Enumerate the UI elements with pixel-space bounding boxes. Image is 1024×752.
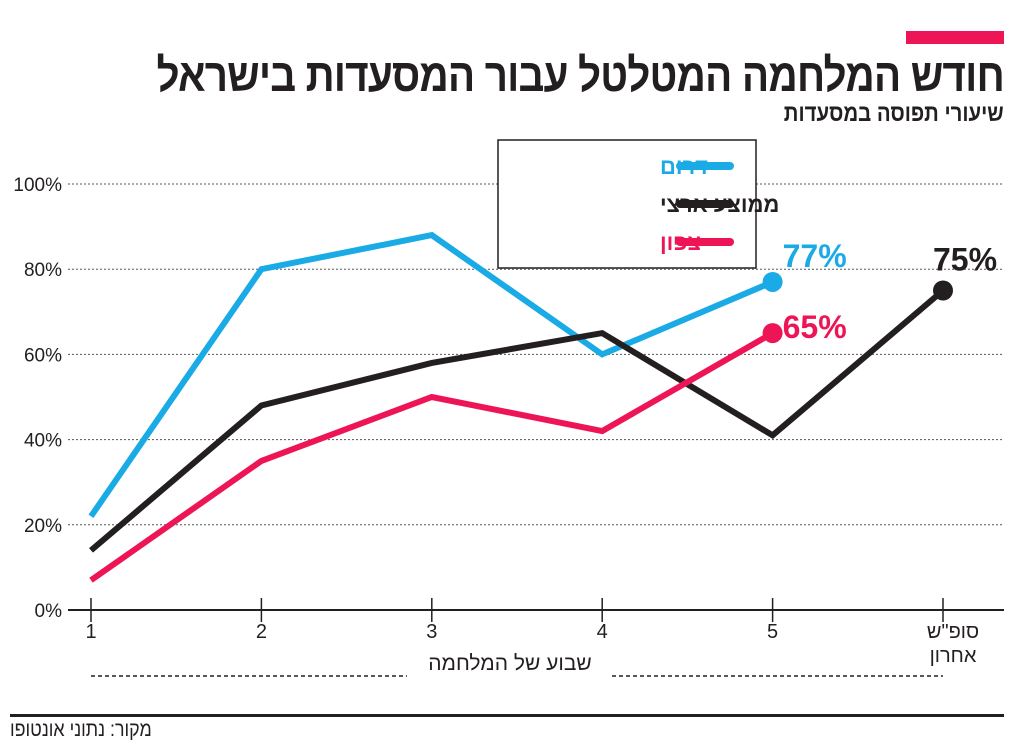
y-tick-label: 60% — [24, 345, 62, 366]
accent-bar — [906, 31, 1004, 44]
x-tick-label: 2 — [256, 621, 267, 643]
source-note: מקור: נתוני אונטופו — [10, 718, 152, 741]
x-tick-label: 4 — [597, 621, 608, 643]
series-end-point-1 — [933, 280, 953, 301]
x-tick-label: סופ"ש אחרון — [927, 621, 979, 667]
y-tick-label: 100% — [13, 175, 62, 196]
chart-title: חודש המלחמה המטלטל עבור המסעדות בישראל — [156, 49, 1005, 101]
x-tick-label-line: 1 — [85, 621, 96, 643]
y-tick-label: 0% — [35, 601, 63, 622]
x-tick-label-line: אחרון — [930, 645, 977, 667]
y-tick-label: 40% — [24, 431, 62, 452]
x-tick-label: 3 — [426, 621, 437, 643]
legend-label: צפון — [660, 230, 701, 255]
x-tick-label-line: סופ"ש — [927, 621, 979, 643]
series-end-point-2 — [762, 323, 783, 344]
x-axis-label: שבוע של המלחמה — [428, 652, 592, 675]
series-line-1 — [89, 288, 945, 553]
series-line-0 — [88, 231, 774, 518]
series-end-point-0 — [762, 271, 783, 292]
legend: דרום ממוצע ארצי צפון — [497, 139, 779, 269]
x-tick-label-line: 4 — [597, 621, 608, 643]
y-tick-label: 20% — [24, 516, 62, 537]
series-line-2 — [89, 330, 775, 583]
x-tick-label: 5 — [767, 621, 778, 643]
legend-label: ממוצע ארצי — [660, 192, 779, 217]
x-tick-label-line: 3 — [426, 621, 437, 643]
chart-subtitle: שיעורי תפוסה במסעדות — [784, 100, 1004, 127]
series-end-label-1: 75% — [933, 242, 997, 278]
source-divider — [10, 714, 1004, 717]
x-tick-label: 1 — [85, 621, 96, 643]
legend-label: דרום — [660, 154, 708, 179]
x-tick-label-line: 5 — [767, 621, 778, 643]
series-end-label-2: 65% — [783, 309, 847, 345]
x-tick-label-line: 2 — [256, 621, 267, 643]
series-end-label-0: 77% — [783, 238, 847, 274]
y-tick-label: 80% — [24, 260, 62, 281]
